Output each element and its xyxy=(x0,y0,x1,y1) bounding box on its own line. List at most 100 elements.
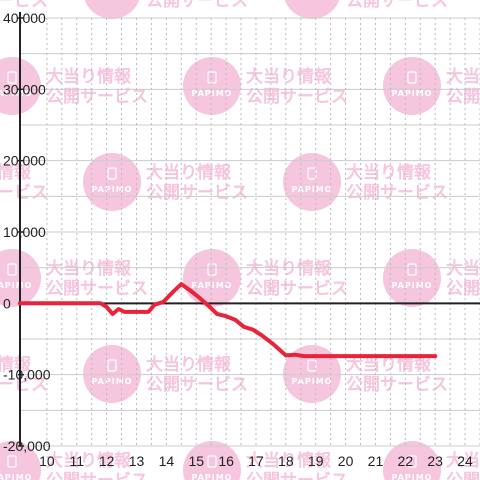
watermark-logo-circle xyxy=(284,0,340,19)
watermark-phone-icon xyxy=(7,455,17,468)
x-tick-label: 24 xyxy=(457,453,473,469)
y-tick-label: 40,000 xyxy=(3,10,46,26)
watermark-line-2: 公開サービス xyxy=(0,183,48,203)
x-tick-label: 18 xyxy=(278,453,294,469)
x-tick-label: 21 xyxy=(368,453,384,469)
x-tick-label: 19 xyxy=(308,453,324,469)
watermark-logo-circle xyxy=(383,441,441,480)
watermark-logo-text: PAPIMO xyxy=(292,377,333,386)
watermark-logo-circle xyxy=(0,441,41,480)
watermark-phone-icon xyxy=(407,71,417,84)
x-tick-label: 14 xyxy=(159,453,175,469)
watermark-line-2: 公開サービス xyxy=(46,279,148,299)
x-tick-label: 11 xyxy=(69,453,84,469)
watermark-line-2: 公開サービス xyxy=(146,183,248,203)
watermark-logo-text: PAPIMO xyxy=(92,185,133,194)
watermark-line-2: 公開サービス xyxy=(346,375,448,395)
watermark-phone-icon xyxy=(107,359,117,372)
tick-label-layer: 40,00030,00020,00010,0000-10,000-20,0001… xyxy=(3,10,473,469)
watermark-phone-icon xyxy=(307,359,317,372)
y-tick-label: 30,000 xyxy=(3,81,46,97)
y-tick-label: 0 xyxy=(3,295,11,311)
x-tick-label: 23 xyxy=(427,453,443,469)
series-layer xyxy=(18,282,438,359)
watermark-line-2: 公開サービス xyxy=(446,471,480,480)
y-tick-label: 10,000 xyxy=(3,224,46,240)
x-tick-label: 17 xyxy=(248,453,264,469)
x-tick-label: 16 xyxy=(218,453,234,469)
watermark-logo-text: PAPIMO xyxy=(192,473,233,480)
watermark-line-1: 大当り情報 xyxy=(446,450,480,471)
watermark-line-2: 公開サービス xyxy=(246,279,348,299)
watermark-line-1: 大当り情報 xyxy=(346,162,432,183)
y-tick-label: -10,000 xyxy=(3,367,51,383)
watermark-line-1: 大当り情報 xyxy=(46,258,132,279)
watermark-logo-circle xyxy=(283,345,341,403)
watermark-line-2: 公開サービス xyxy=(46,87,148,107)
watermark-phone-icon xyxy=(407,455,417,468)
watermark-logo-circle xyxy=(183,249,241,307)
watermark-line-2: 公開サービス xyxy=(146,375,248,395)
watermark-line-1: 大当り情報 xyxy=(146,162,232,183)
watermark-line-2: 公開サービス xyxy=(346,0,448,11)
watermark-line-1: 大当り情報 xyxy=(246,450,332,471)
watermark-line-1: 大当り情報 xyxy=(446,66,480,87)
watermark-line-1: 大当り情報 xyxy=(0,162,32,183)
watermark-line-1: 大当り情報 xyxy=(246,66,332,87)
x-tick-label: 15 xyxy=(188,453,204,469)
watermark-logo-text: PAPIMO xyxy=(192,281,233,290)
watermark-logo-circle xyxy=(383,249,441,307)
watermark-line-2: 公開サービス xyxy=(146,0,248,11)
watermark-phone-icon xyxy=(7,263,17,276)
watermark-logo-text: PAPIMO xyxy=(392,89,433,98)
watermark-logo-text: PAPIMO xyxy=(292,185,333,194)
watermark-line-2: 公開サービス xyxy=(446,87,480,107)
watermark-logo-text: PAPIMO xyxy=(392,281,433,290)
watermark-line-1: 大当り情報 xyxy=(146,354,232,375)
watermark-logo-circle xyxy=(84,0,140,19)
grid-layer xyxy=(20,17,480,447)
watermark-line-2: 公開サービス xyxy=(446,279,480,299)
watermark-line-2: 公開サービス xyxy=(46,471,148,480)
x-tick-label: 22 xyxy=(398,453,414,469)
watermark-logo-text: PAPIMO xyxy=(0,89,32,98)
watermark-line-2: 公開サービス xyxy=(0,375,48,395)
series-line xyxy=(18,282,438,359)
watermark-phone-icon xyxy=(207,71,217,84)
watermark-logo-text: PAPIMO xyxy=(92,0,133,2)
watermark-logo-circle xyxy=(83,153,141,211)
watermark-logo-circle xyxy=(183,441,241,480)
y-tick-label: -20,000 xyxy=(3,438,51,454)
watermark-line-1: 大当り情報 xyxy=(346,354,432,375)
watermark-logo-text: PAPIMO xyxy=(0,281,32,290)
watermark-logo-text: PAPIMO xyxy=(92,377,133,386)
watermark-logo-text: PAPIMO xyxy=(392,473,433,480)
watermark-line-1: 大当り情報 xyxy=(446,258,480,279)
watermark-logo-text: PAPIMO xyxy=(0,473,32,480)
x-tick-label: 10 xyxy=(39,453,55,469)
watermark-line-1: 大当り情報 xyxy=(0,354,32,375)
watermark-logo-circle xyxy=(283,153,341,211)
x-tick-label: 13 xyxy=(129,453,145,469)
watermark-logo-circle xyxy=(83,345,141,403)
watermark-phone-icon xyxy=(407,263,417,276)
watermark-phone-icon xyxy=(7,71,17,84)
watermark-phone-icon xyxy=(207,455,217,468)
watermark-line-1: 大当り情報 xyxy=(46,66,132,87)
watermark-logo-circle xyxy=(383,57,441,115)
